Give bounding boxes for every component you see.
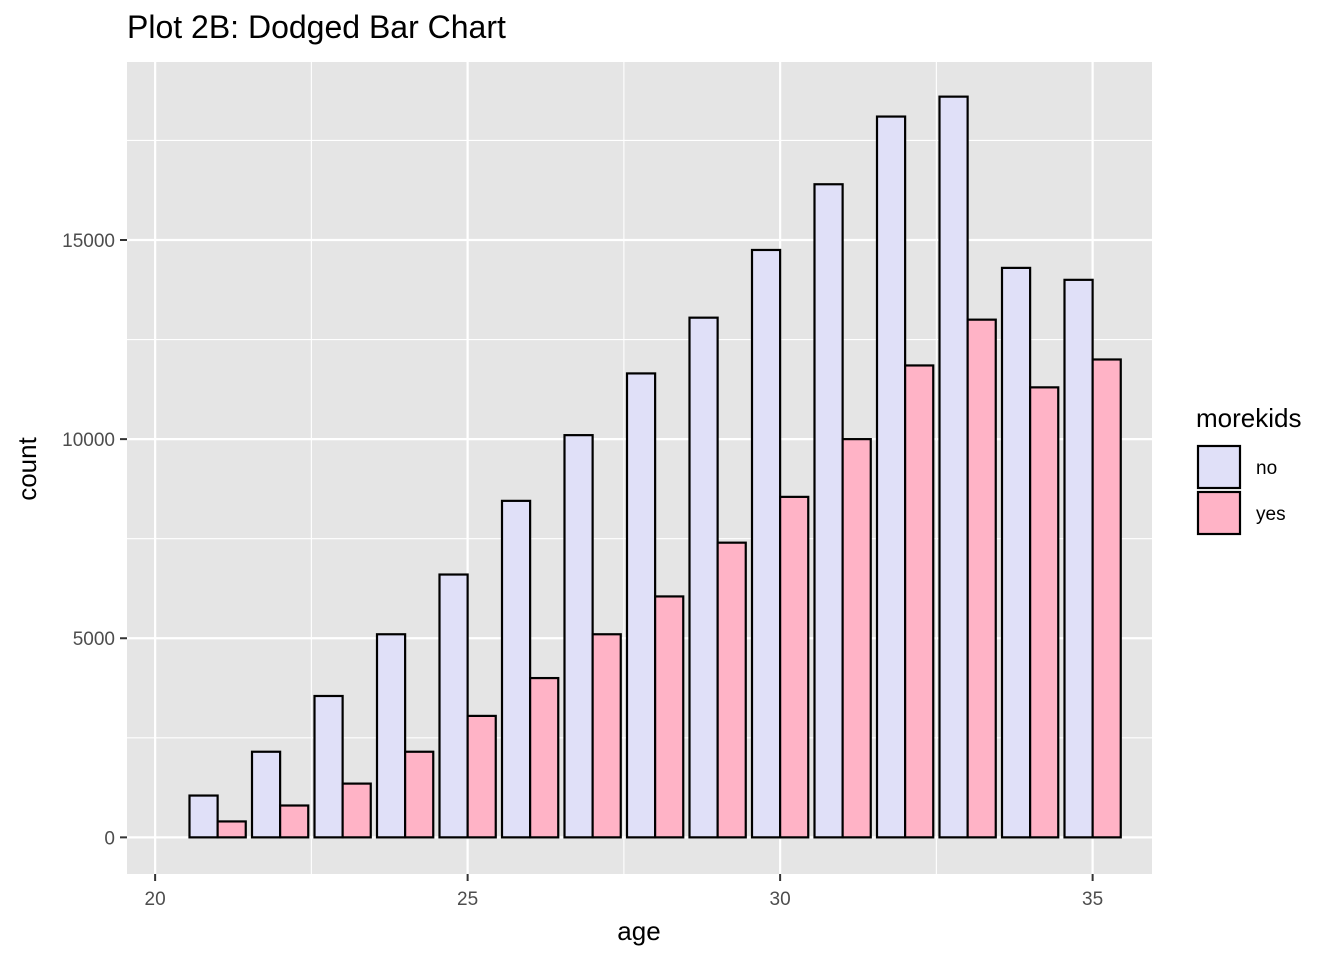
bar-yes-24 — [404, 750, 435, 839]
bar-no-21 — [188, 794, 219, 839]
bar-no-32 — [875, 115, 907, 839]
bar-no-35 — [1063, 278, 1094, 839]
legend-label-no: no — [1256, 458, 1277, 479]
x-axis-title: age — [617, 916, 660, 946]
bar-no-33 — [938, 95, 969, 839]
bar-no-22 — [250, 750, 282, 839]
bar-yes-31 — [841, 438, 872, 839]
bar-no-31 — [813, 183, 844, 839]
axes: 20 25 30 35 0 5000 10000 15000 — [62, 231, 1103, 910]
bar-yes-21 — [216, 820, 247, 839]
y-tick-label: 15000 — [62, 231, 115, 252]
x-tick-label: 35 — [1082, 889, 1103, 910]
bar-no-24 — [375, 633, 407, 839]
bar-yes-28 — [654, 595, 685, 839]
bar-yes-33 — [966, 318, 997, 839]
x-tick-label: 30 — [770, 889, 791, 910]
x-tick-label: 25 — [457, 889, 478, 910]
legend: morekids no yes — [1196, 403, 1301, 536]
bar-no-23 — [313, 694, 344, 839]
bar-yes-32 — [904, 364, 935, 839]
y-tick-label: 10000 — [62, 430, 115, 451]
legend-key-no — [1196, 444, 1242, 490]
bar-no-26 — [500, 499, 532, 839]
bar-no-27 — [563, 434, 594, 839]
legend-title: morekids — [1196, 403, 1301, 433]
legend-key-yes — [1196, 490, 1242, 536]
x-tick-label: 20 — [145, 889, 166, 910]
y-axis-title: count — [12, 436, 42, 500]
bar-yes-34 — [1029, 386, 1060, 839]
y-tick-label: 0 — [104, 828, 115, 849]
bar-no-28 — [625, 372, 657, 839]
y-tick-label: 5000 — [73, 629, 115, 650]
chart-title: Plot 2B: Dodged Bar Chart — [127, 9, 506, 45]
legend-label-yes: yes — [1256, 504, 1286, 525]
bar-no-29 — [688, 316, 719, 839]
bar-yes-26 — [529, 676, 560, 839]
bars — [188, 95, 1122, 839]
bar-yes-29 — [716, 541, 747, 839]
bar-yes-27 — [591, 633, 622, 839]
bar-no-25 — [438, 573, 469, 839]
bar-yes-30 — [779, 495, 810, 839]
bar-no-34 — [1000, 266, 1032, 839]
bar-no-30 — [750, 248, 782, 839]
bar-yes-35 — [1091, 358, 1122, 839]
bar-yes-23 — [341, 782, 372, 839]
bar-yes-25 — [466, 714, 497, 839]
bar-yes-22 — [279, 804, 310, 839]
